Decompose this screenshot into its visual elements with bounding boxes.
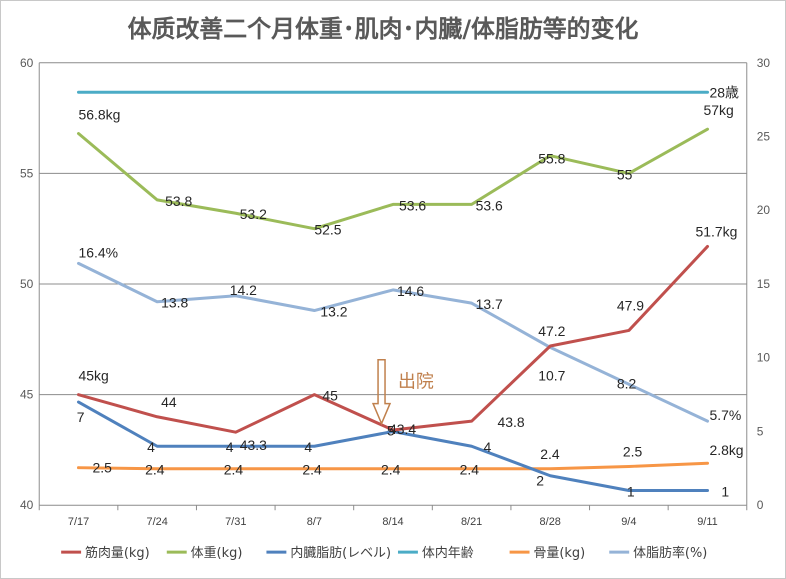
data-label: 2.4 xyxy=(302,462,322,478)
data-label: 4 xyxy=(484,439,492,455)
data-label: 55 xyxy=(617,166,633,182)
data-label: 5 xyxy=(387,422,395,438)
data-label: 4 xyxy=(304,439,312,455)
data-label: 53.2 xyxy=(240,206,267,222)
y-axis-left: 40 45 50 55 60 xyxy=(20,56,34,512)
down-arrow-icon xyxy=(371,359,392,426)
data-label: 13.7 xyxy=(476,296,503,312)
series-line xyxy=(76,244,710,434)
data-label: 13.8 xyxy=(161,295,188,311)
x-tick-label: 7/31 xyxy=(225,516,246,528)
y-left-tick-label: 40 xyxy=(20,498,34,512)
data-label: 43.4 xyxy=(389,421,416,437)
x-tick-label: 8/21 xyxy=(461,516,482,528)
data-label: 2.5 xyxy=(92,460,112,476)
y-axis-right: 0 5 10 15 20 25 30 xyxy=(757,56,771,512)
data-label: 2.4 xyxy=(540,446,560,462)
data-label: 56.8kg xyxy=(79,107,121,123)
data-label: 47.2 xyxy=(538,323,565,339)
x-tick-label: 9/11 xyxy=(697,516,718,528)
data-label: 4 xyxy=(226,439,234,455)
data-label: 2.8kg xyxy=(709,442,743,458)
data-label: 53.6 xyxy=(476,197,503,213)
series-line xyxy=(76,461,710,471)
data-label: 8.2 xyxy=(617,375,637,391)
y-right-tick-label: 10 xyxy=(757,351,771,365)
data-label: 52.5 xyxy=(314,222,341,238)
data-label: 28歳 xyxy=(709,84,739,100)
x-tick-label: 7/24 xyxy=(146,516,167,528)
data-label: 51.7kg xyxy=(696,223,738,239)
data-label: 2.4 xyxy=(460,462,480,478)
x-tick-label: 8/14 xyxy=(382,516,403,528)
x-axis: 7/17 7/24 7/31 8/7 8/14 8/21 8/28 9/4 9/11 xyxy=(38,505,748,528)
data-label: 2.4 xyxy=(145,462,165,478)
data-label: 13.2 xyxy=(320,304,347,320)
data-label: 4 xyxy=(147,439,155,455)
data-label: 1 xyxy=(627,483,635,499)
data-label: 2 xyxy=(536,473,544,489)
legend: 筋肉量(kg) 体重(kg) 内臓脂肪(レベル) 体内年齢 骨量(kg) 体脂肪率(%) xyxy=(61,545,707,561)
data-label: 45kg xyxy=(79,368,109,384)
legend-label: 体脂肪率(%) xyxy=(633,545,707,561)
y-left-tick-label: 45 xyxy=(20,388,34,402)
data-label: 43.8 xyxy=(498,414,525,430)
annotation-label: 出院 xyxy=(398,372,434,393)
data-label: 2.4 xyxy=(381,462,401,478)
x-tick-label: 7/17 xyxy=(68,516,89,528)
gridlines xyxy=(38,62,748,506)
data-label: 16.4% xyxy=(79,244,119,260)
legend-label: 体重(kg) xyxy=(191,545,243,561)
data-label: 44 xyxy=(161,394,177,410)
data-label: 53.6 xyxy=(399,197,426,213)
y-right-tick-label: 15 xyxy=(757,277,771,291)
legend-label: 体内年齢 xyxy=(422,545,474,561)
data-label: 57kg xyxy=(703,102,733,118)
data-label: 2.4 xyxy=(224,462,244,478)
y-left-tick-label: 60 xyxy=(20,56,34,70)
series-line xyxy=(76,261,710,423)
data-label: 55.8 xyxy=(538,151,565,167)
x-tick-label: 8/7 xyxy=(307,516,322,528)
y-left-tick-label: 50 xyxy=(20,277,34,291)
data-label: 43.3 xyxy=(240,437,267,453)
y-left-tick-label: 55 xyxy=(20,166,34,180)
series-line xyxy=(76,127,710,231)
data-label: 53.8 xyxy=(165,193,192,209)
legend-label: 骨量(kg) xyxy=(534,546,586,561)
data-label: 7 xyxy=(77,409,85,425)
chart-title: 体质改善二个月体重･肌肉･内臓/体脂肪等的变化 xyxy=(128,15,639,43)
discharge-annotation: 出院 xyxy=(371,359,434,426)
data-label: 10.7 xyxy=(538,367,565,383)
legend-label: 内臓脂肪(レベル) xyxy=(290,545,391,561)
data-label: 14.6 xyxy=(397,283,424,299)
data-label: 45 xyxy=(322,388,338,404)
data-label: 5.7% xyxy=(709,407,741,423)
y-right-tick-label: 25 xyxy=(757,130,771,144)
series-lines xyxy=(76,90,710,492)
data-label: 47.9 xyxy=(617,298,644,314)
data-label: 2.5 xyxy=(623,444,643,460)
y-right-tick-label: 20 xyxy=(757,203,771,217)
y-right-tick-label: 5 xyxy=(757,424,764,438)
y-right-tick-label: 0 xyxy=(757,498,764,512)
data-label: 14.2 xyxy=(230,282,257,298)
legend-label: 筋肉量(kg) xyxy=(85,545,150,561)
x-tick-label: 9/4 xyxy=(621,516,636,528)
y-right-tick-label: 30 xyxy=(757,56,771,70)
data-label: 1 xyxy=(721,483,729,499)
x-tick-label: 8/28 xyxy=(540,516,561,528)
